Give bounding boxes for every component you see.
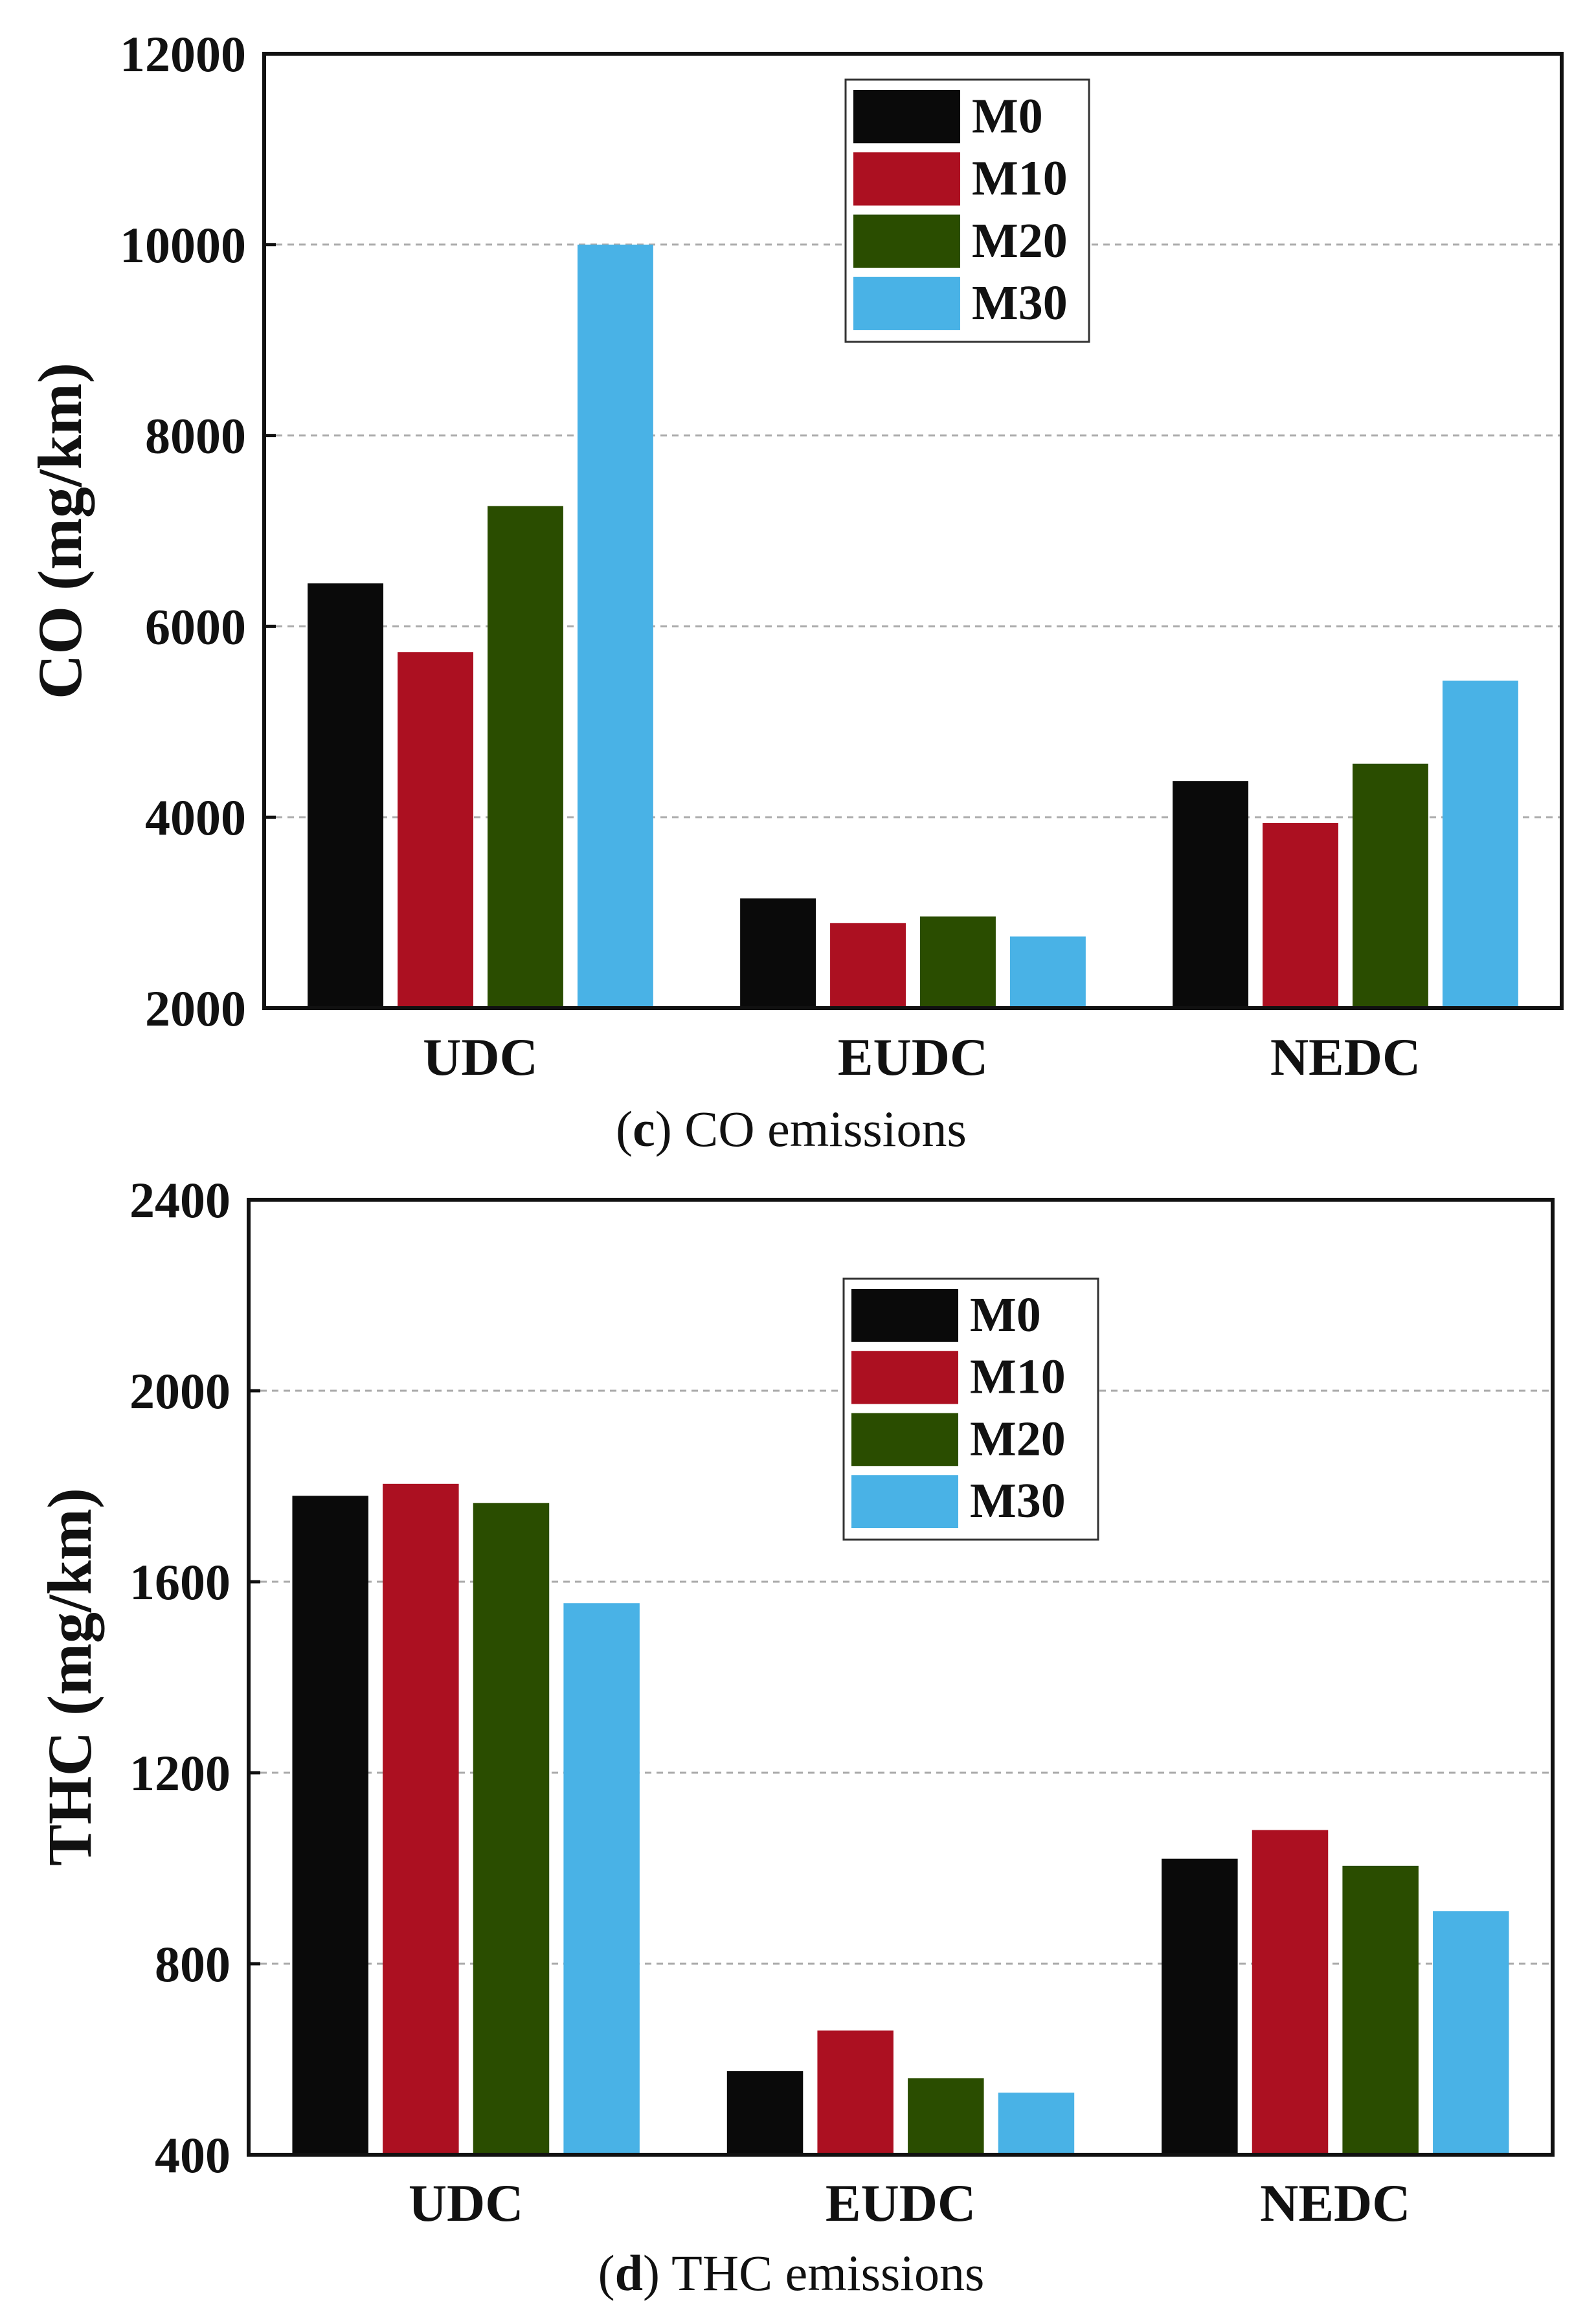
thc-y-tick-label: 2400 — [129, 1172, 230, 1228]
co-legend-swatch-m30 — [853, 276, 960, 330]
thc-legend-swatch-m0 — [851, 1289, 958, 1342]
thc-y-tick-label: 1200 — [129, 1745, 230, 1801]
co-legend-swatch-m10 — [853, 152, 960, 206]
thc-x-category-label: EUDC — [826, 2174, 976, 2232]
thc-legend-swatch-m20 — [851, 1413, 958, 1466]
thc-bar-eudc-m30 — [998, 2093, 1075, 2155]
co-caption: (c) CO emissions — [616, 1101, 967, 1157]
co-bar-eudc-m20 — [920, 916, 996, 1008]
co-plot-frame — [262, 52, 1564, 1010]
thc-x-category-label: UDC — [409, 2174, 524, 2232]
thc-legend-swatch-m30 — [851, 1475, 958, 1528]
thc-bar-nedc-m0 — [1162, 1858, 1238, 2155]
co-x-category-label: EUDC — [838, 1028, 988, 1086]
thc-bar-udc-m20 — [473, 1503, 550, 2155]
co-x-category-label: NEDC — [1270, 1028, 1421, 1086]
co-legend-swatch-m20 — [853, 214, 960, 268]
co-bar-nedc-m30 — [1442, 680, 1518, 1008]
thc-caption-text: THC emissions — [671, 2245, 984, 2301]
thc-emissions-chart: 400 800 1200 1600 2000 2400 UDC EUDC NEDC THC (m… — [35, 1172, 1555, 2301]
thc-bar-udc-m30 — [563, 1603, 640, 2155]
thc-legend-label-m30: M30 — [970, 1474, 1066, 1528]
thc-y-tick-label: 800 — [155, 1936, 230, 1992]
co-x-category-label: UDC — [423, 1028, 538, 1086]
thc-y-axis-label: THC (mg/km) — [35, 1488, 104, 1866]
thc-y-tick-label: 400 — [155, 2127, 230, 2183]
co-bar-eudc-m30 — [1009, 936, 1086, 1008]
thc-bar-udc-m10 — [383, 1483, 459, 2155]
co-bar-nedc-m10 — [1263, 823, 1338, 1008]
co-y-tick-label: 8000 — [145, 408, 246, 464]
co-bar-udc-m0 — [308, 583, 384, 1008]
co-legend-label-m0: M0 — [972, 89, 1043, 143]
thc-y-tick-label: 1600 — [129, 1554, 230, 1610]
co-legend-label-m10: M10 — [972, 152, 1068, 206]
co-emissions-chart: 2000 4000 6000 8000 10000 12000 UDC EUDC NEDC CO… — [25, 26, 1564, 1157]
thc-plot-frame — [247, 1198, 1555, 2157]
co-bar-udc-m10 — [398, 652, 473, 1008]
co-legend-label-m30: M30 — [972, 276, 1068, 330]
thc-legend-label-m20: M20 — [970, 1411, 1066, 1466]
thc-legend-swatch-m10 — [851, 1351, 958, 1404]
thc-caption: (d) THC emissions — [598, 2245, 985, 2301]
co-y-tick-label: 2000 — [145, 980, 246, 1037]
thc-bar-eudc-m10 — [817, 2030, 894, 2155]
thc-legend-label-m0: M0 — [970, 1288, 1041, 1342]
co-bar-udc-m20 — [488, 506, 563, 1008]
thc-legend-label-m10: M10 — [970, 1350, 1066, 1404]
co-bar-eudc-m10 — [830, 923, 906, 1008]
co-y-axis-label: CO (mg/km) — [25, 363, 95, 699]
thc-bar-nedc-m10 — [1252, 1830, 1329, 2155]
thc-bar-nedc-m30 — [1433, 1911, 1509, 2155]
thc-legend: M0 M10 M20 M30 — [842, 1277, 1099, 1541]
thc-bar-udc-m0 — [292, 1496, 368, 2155]
co-y-tick-label: 12000 — [120, 26, 246, 82]
thc-y-tick-label: 2000 — [129, 1363, 230, 1419]
co-y-tick-label: 10000 — [120, 217, 246, 273]
co-legend-swatch-m0 — [853, 90, 960, 144]
co-bar-nedc-m0 — [1173, 781, 1249, 1008]
thc-caption-letter: d — [615, 2245, 643, 2301]
thc-bar-eudc-m20 — [908, 2078, 984, 2155]
co-y-tick-label: 4000 — [145, 789, 246, 846]
co-caption-letter: c — [633, 1101, 655, 1157]
co-caption-text: CO emissions — [684, 1101, 967, 1157]
co-bar-udc-m30 — [577, 244, 653, 1008]
thc-bar-nedc-m20 — [1342, 1865, 1419, 2155]
co-y-tick-label: 6000 — [145, 598, 246, 655]
co-legend-label-m20: M20 — [972, 214, 1068, 268]
co-bar-nedc-m20 — [1353, 763, 1428, 1008]
co-legend: M0 M10 M20 M30 — [844, 78, 1090, 343]
co-bar-eudc-m0 — [740, 898, 816, 1008]
thc-bar-eudc-m0 — [726, 2071, 804, 2155]
thc-x-category-label: NEDC — [1260, 2174, 1410, 2232]
